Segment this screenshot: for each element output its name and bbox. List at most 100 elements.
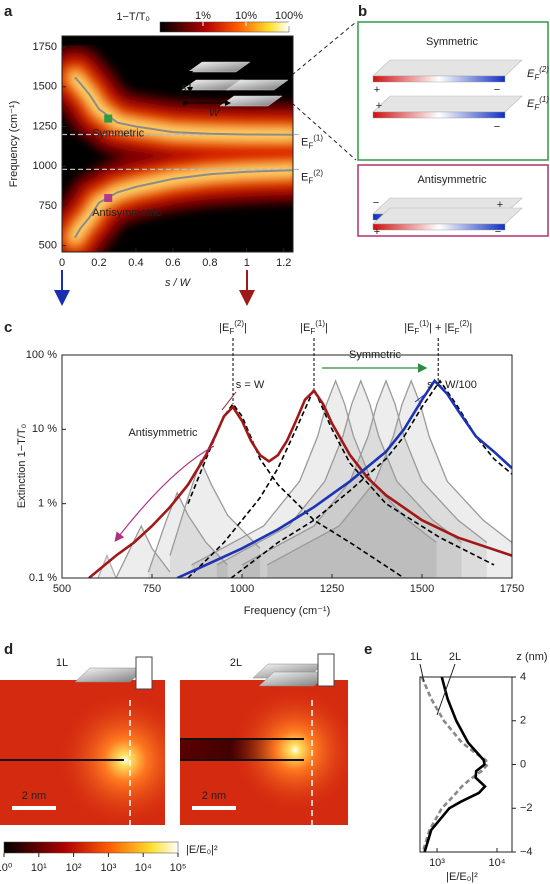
- heatmap: [62, 36, 293, 252]
- trend-label: Antisymmetric: [128, 427, 198, 439]
- y-axis-label: z (nm): [516, 651, 547, 663]
- antisymmetric-box: [357, 164, 549, 237]
- reference-label: |EF(1)|: [300, 319, 328, 336]
- reference-label-part: (1): [313, 134, 323, 143]
- charge-sign: +: [376, 100, 382, 112]
- plate-edge: [372, 111, 506, 119]
- panel-label: b: [358, 3, 367, 20]
- series-area: [98, 555, 116, 578]
- y-tick-label: 0.1 %: [29, 572, 57, 584]
- charge-sign: +: [374, 84, 380, 96]
- reference-label-part: F: [414, 327, 419, 336]
- series-label: 1L: [410, 651, 422, 663]
- y-axis-label: Extinction 1−T/T₀: [16, 424, 28, 508]
- reference-label-part: |E: [300, 322, 310, 334]
- panel-label: a: [4, 3, 13, 20]
- plate-icon: [258, 671, 330, 687]
- y-tick-label: 2: [520, 715, 526, 727]
- reference-label-part: E: [301, 136, 308, 148]
- mode-label: Antisymmetric: [92, 207, 162, 219]
- colorbar: [3, 841, 179, 854]
- reference-label-part: F: [229, 327, 234, 336]
- panel-label: d: [4, 641, 13, 658]
- y-tick-label: 1500: [33, 81, 57, 93]
- field-hotspot: [180, 680, 348, 825]
- label-leader: [414, 391, 429, 403]
- colorbar: [159, 21, 290, 33]
- reference-label-part: |E: [404, 322, 414, 334]
- reference-label-part: (2): [460, 319, 470, 328]
- series-line: [423, 677, 487, 852]
- reference-label: EF(2): [301, 169, 323, 186]
- colorbar-tick-label: 10%: [235, 10, 257, 22]
- trend-arrow: [114, 445, 215, 542]
- colorbar-tick-label: 1%: [195, 10, 211, 22]
- series-label: s = W/100: [427, 379, 477, 391]
- connector: [291, 102, 357, 161]
- series-label: 2L: [449, 651, 461, 663]
- x-tick-label: 1.2: [276, 257, 291, 269]
- reference-label: |EF(1)| + |EF(2)|: [404, 319, 472, 336]
- series-line: [169, 458, 261, 556]
- mode-label: Symmetric: [92, 127, 144, 139]
- plate: [372, 95, 523, 113]
- mode-curve: [74, 76, 294, 136]
- x-axis-label: |E/E₀|²: [446, 871, 478, 883]
- fermi-label-part: (1): [539, 95, 549, 104]
- reference-label-part: F: [310, 327, 315, 336]
- y-tick-label: 500: [39, 240, 57, 252]
- reference-label-part: (1): [315, 319, 325, 328]
- reference-label-part: F: [455, 327, 460, 336]
- y-tick-label: 1 %: [38, 498, 57, 510]
- plate-icon: [225, 79, 289, 91]
- y-tick-label: 4: [520, 671, 526, 683]
- x-tick-label: 10³: [429, 857, 445, 869]
- series-area: [267, 380, 512, 578]
- mode-curve: [74, 169, 294, 239]
- colorbar-label: 1−T/T₀: [116, 11, 150, 23]
- scale-bar: [192, 806, 236, 810]
- charge-sign: −: [495, 226, 501, 238]
- charge-sign: +: [497, 199, 503, 211]
- reference-label-part: |: [325, 322, 328, 334]
- y-tick-label: 0: [520, 758, 526, 770]
- reference-label-part: F: [308, 177, 313, 186]
- reference-label-part: F: [308, 142, 313, 151]
- reference-label: |EF(2)|: [219, 319, 247, 336]
- scale-label: 2 nm: [22, 790, 46, 802]
- reference-label-part: E: [301, 171, 308, 183]
- map-title: 1L: [56, 657, 68, 669]
- reference-label: EF(1): [301, 134, 323, 151]
- x-tick-label: 0.8: [202, 257, 217, 269]
- colorbar-tick-label: 10⁰: [0, 862, 13, 874]
- reference-label-part: | + |E: [429, 322, 455, 334]
- plot-area: [420, 677, 490, 852]
- series-line: [147, 491, 229, 573]
- box-title: Symmetric: [426, 36, 478, 48]
- reference-label-part: |E: [219, 322, 229, 334]
- series-label: s = W: [236, 379, 265, 391]
- box-title: Antisymmetric: [417, 174, 487, 186]
- plate-icon: [74, 667, 146, 683]
- scale-label: 2 nm: [202, 790, 226, 802]
- x-axis-label: Frequency (cm⁻¹): [244, 605, 331, 617]
- y-tick-label: 750: [39, 200, 57, 212]
- colorbar-tick-label: 10⁵: [170, 862, 187, 874]
- series-line: [216, 379, 462, 566]
- label-leader: [419, 663, 425, 683]
- x-tick-label: 1750: [500, 583, 524, 595]
- plate: [372, 59, 523, 77]
- y-tick-label: 100 %: [26, 349, 57, 361]
- panel-label: c: [4, 319, 12, 336]
- fermi-label-part: F: [534, 103, 540, 112]
- y-tick-label: 10 %: [32, 423, 57, 435]
- map-title: 2L: [230, 657, 242, 669]
- charge-sign: −: [494, 84, 500, 96]
- series-line: [115, 524, 171, 578]
- reference-label-part: (2): [313, 169, 323, 178]
- x-tick-label: 0.2: [91, 257, 106, 269]
- fermi-label-part: (2): [539, 65, 549, 74]
- series-line: [187, 386, 495, 578]
- series-area: [116, 526, 170, 578]
